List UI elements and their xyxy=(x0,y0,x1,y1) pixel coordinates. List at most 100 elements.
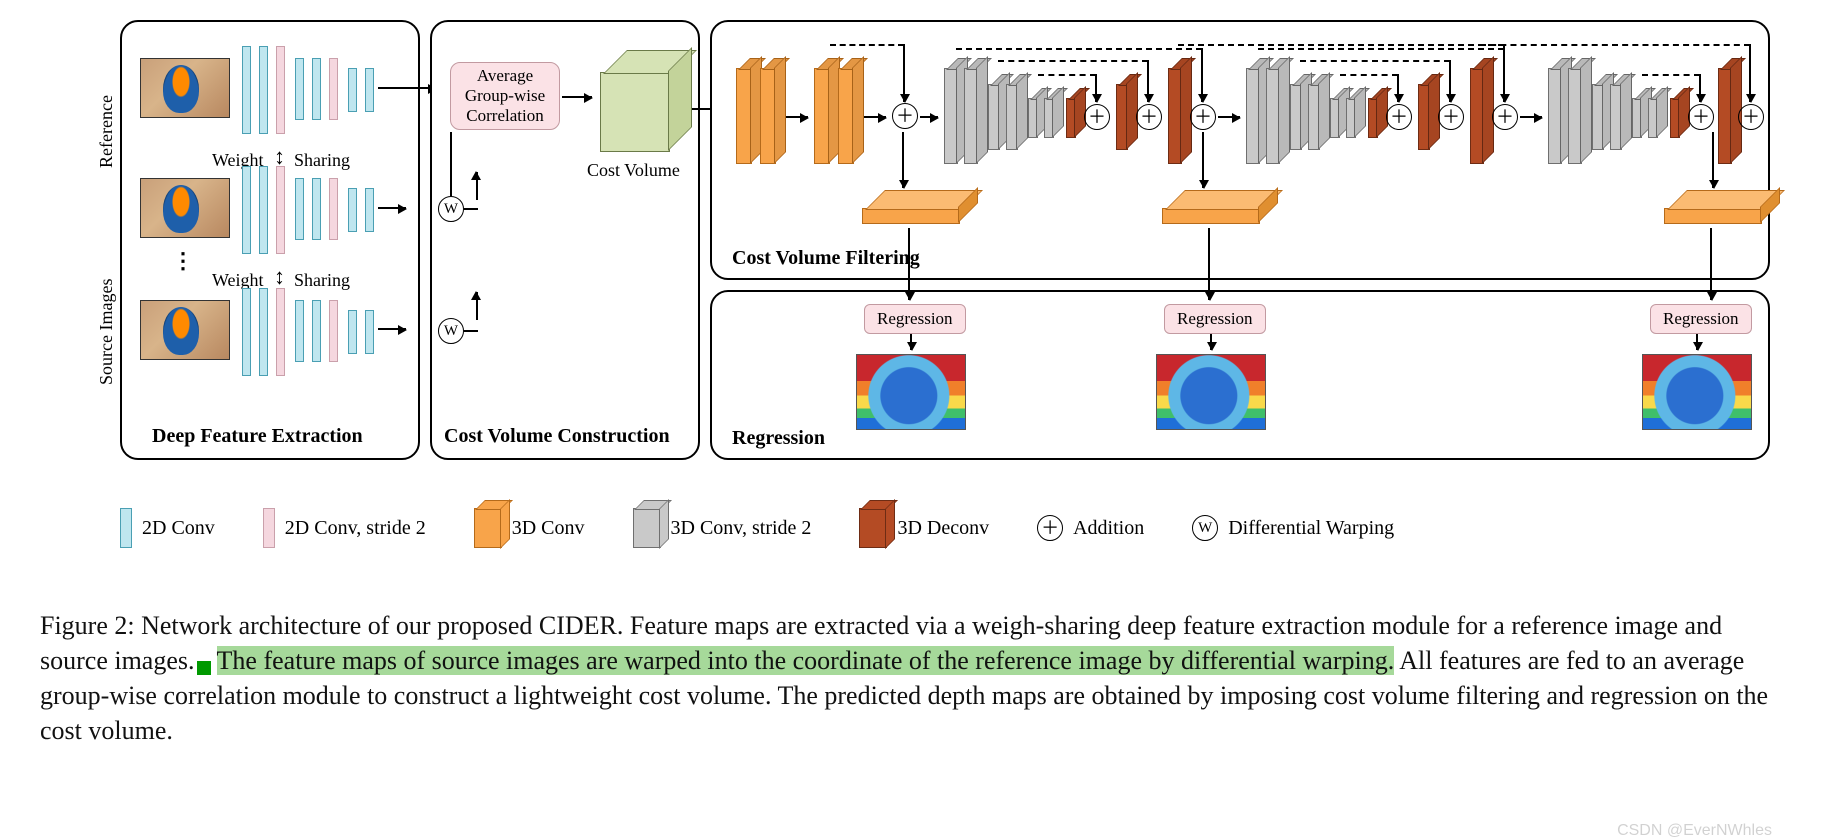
conv2d-bar xyxy=(348,310,357,354)
output-slab-2 xyxy=(1162,208,1260,224)
addition-node: ＋ xyxy=(1738,104,1764,130)
arrow-down-icon xyxy=(1397,74,1399,102)
addition-node: ＋ xyxy=(892,103,918,129)
source-thumb-1 xyxy=(140,178,230,238)
watermark: CSDN @EverNWhles xyxy=(1617,822,1772,840)
conv2d-bar xyxy=(259,166,268,254)
conv3d-s2-block xyxy=(944,68,958,164)
skip-connection xyxy=(1642,74,1700,76)
conv2d-bar xyxy=(312,58,321,120)
panel-cost-volume: Cost Volume Construction Average Group-w… xyxy=(430,20,700,460)
pill-l2: Group-wise xyxy=(465,86,545,106)
conv2d-bar xyxy=(242,288,251,376)
sharing-label: Sharing xyxy=(294,150,350,171)
panel-regression: Regression Regression Regression Regress… xyxy=(710,290,1770,460)
caption-highlight: The feature maps of source images are wa… xyxy=(217,646,1395,675)
highlight-cursor-icon xyxy=(197,661,211,675)
cost-volume-cube xyxy=(600,72,670,152)
arrow-up-icon xyxy=(476,172,478,200)
conv2d-bar xyxy=(242,166,251,254)
conv2d-s2-bar xyxy=(276,46,285,134)
arrow-down-icon xyxy=(1749,44,1751,102)
deconv3d-block xyxy=(1368,98,1378,138)
deconv3d-block xyxy=(1066,98,1076,138)
conv3d-s2-block xyxy=(1028,98,1038,138)
conv2d-bar xyxy=(312,178,321,240)
panel-filtering: Cost Volume Filtering ＋ ＋ ＋ ＋ xyxy=(710,20,1770,280)
conv2d-bar xyxy=(365,188,374,232)
conv3d-s2-block xyxy=(1648,98,1658,138)
conv2d-bar xyxy=(312,300,321,362)
pill-l1: Average xyxy=(477,66,533,86)
conv3d-s2-block xyxy=(1006,84,1018,150)
arrow-down-icon xyxy=(1710,228,1712,300)
skip-connection xyxy=(1178,44,1504,46)
deconv3d-block xyxy=(1470,68,1484,164)
panel-feature-extraction: Deep Feature Extraction Weight ↕ Sharing… xyxy=(120,20,420,460)
addition-node: ＋ xyxy=(1438,104,1464,130)
regression-panel-label: Regression xyxy=(732,427,825,450)
arrow-icon xyxy=(1520,116,1542,118)
deconv3d-block xyxy=(1670,98,1680,138)
figure-caption: Figure 2: Network architecture of our pr… xyxy=(40,608,1784,748)
addition-node: ＋ xyxy=(1386,104,1412,130)
source-thumb-n xyxy=(140,300,230,360)
weight-label-2: Weight xyxy=(212,270,264,291)
arrow-icon xyxy=(378,328,406,330)
arrow-down-icon xyxy=(902,132,904,188)
arrow-icon xyxy=(378,207,406,209)
sharing-label-2: Sharing xyxy=(294,270,350,291)
panel1-label: Deep Feature Extraction xyxy=(152,425,363,448)
arrow-down-icon xyxy=(1503,44,1505,102)
conv3d-s2-block xyxy=(1568,68,1582,164)
arrow-down-icon xyxy=(1696,334,1698,350)
conv2d-bar xyxy=(242,46,251,134)
architecture-diagram: Reference Image Source Images Deep Featu… xyxy=(40,20,1784,580)
conv3d-s2-block xyxy=(1548,68,1562,164)
legend-deconv3d: 3D Deconv xyxy=(859,508,989,548)
deconv3d-block xyxy=(1718,68,1732,164)
arrow-icon xyxy=(378,87,436,89)
legend: 2D Conv 2D Conv, stride 2 3D Conv 3D Con… xyxy=(80,508,1780,548)
legend-addition: ＋ Addition xyxy=(1037,515,1144,541)
skip-connection xyxy=(1480,44,1750,46)
source-images-label: Source Images xyxy=(96,205,117,385)
arrow-down-icon xyxy=(910,334,912,350)
legend-conv3d: 3D Conv xyxy=(474,508,585,548)
connector xyxy=(464,208,478,210)
arrow-down-icon xyxy=(903,44,905,102)
conv3d-s2-block xyxy=(1308,84,1320,150)
conv3d-s2-block xyxy=(1330,98,1340,138)
avg-groupwise-corr-box: Average Group-wise Correlation xyxy=(450,62,560,130)
conv2d-bar xyxy=(348,68,357,112)
skip-connection xyxy=(1038,74,1096,76)
regression-box-2: Regression xyxy=(1164,304,1266,334)
arrow-icon xyxy=(562,96,592,98)
skip-connection xyxy=(830,44,904,46)
addition-node: ＋ xyxy=(1084,104,1110,130)
conv2d-s2-bar xyxy=(329,58,338,120)
weight-label: Weight xyxy=(212,150,264,171)
filtering-label: Cost Volume Filtering xyxy=(732,247,920,270)
arrow-down-icon xyxy=(1449,60,1451,102)
legend-conv3d-s2: 3D Conv, stride 2 xyxy=(633,508,812,548)
conv2d-bar xyxy=(348,188,357,232)
connector xyxy=(464,330,478,332)
skip-connection xyxy=(1340,74,1398,76)
cost-volume-label: Cost Volume xyxy=(587,160,680,181)
depth-output-1 xyxy=(856,354,966,430)
conv3d-s2-block xyxy=(1346,98,1356,138)
panel2-label: Cost Volume Construction xyxy=(444,425,670,448)
connector xyxy=(450,132,452,196)
addition-node: ＋ xyxy=(1688,104,1714,130)
conv2d-bar xyxy=(365,68,374,112)
conv3d-block xyxy=(760,68,776,164)
legend-warp: W Differential Warping xyxy=(1192,515,1394,541)
conv3d-block xyxy=(838,68,854,164)
conv2d-bar xyxy=(295,178,304,240)
arrow-down-icon xyxy=(1208,228,1210,300)
updown-icon: ↕ xyxy=(274,264,285,290)
conv2d-bar xyxy=(295,300,304,362)
arrow-up-icon xyxy=(476,292,478,320)
warp-swatch: W xyxy=(1192,515,1218,541)
